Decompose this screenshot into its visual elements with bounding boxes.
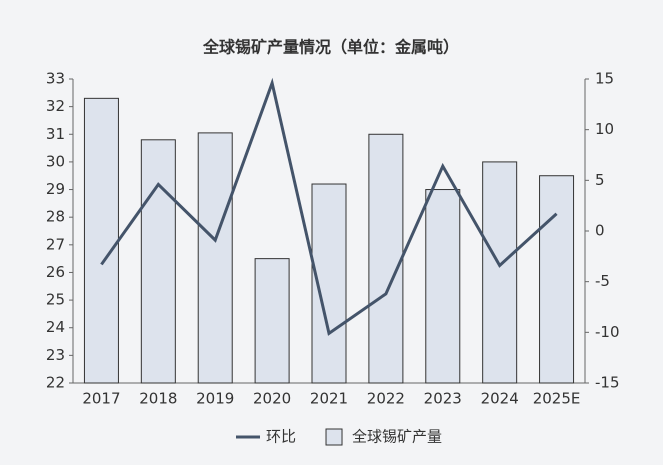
bar (425, 189, 461, 384)
chart-title: 全球锡矿产量情况（单位：金属吨） (202, 38, 459, 57)
bar (140, 139, 176, 384)
x-tick-label: 2020 (253, 390, 291, 408)
y2-tick-label: -15 (595, 374, 620, 392)
legend-label: 环比 (266, 428, 296, 446)
x-tick-label: 2022 (367, 390, 405, 408)
y2-tick-label: 5 (595, 171, 605, 189)
x-tick-label: 2021 (310, 390, 348, 408)
y-tick-label: 24 (46, 318, 65, 336)
y-tick-label: 31 (46, 125, 65, 143)
bar (482, 161, 518, 384)
y2-tick-label: -5 (595, 272, 610, 290)
bar (368, 133, 404, 384)
x-tick-label: 2019 (196, 390, 234, 408)
x-tick-label: 2023 (424, 390, 462, 408)
y2-tick-label: 0 (595, 222, 605, 240)
y-tick-label: 25 (46, 291, 65, 309)
y-tick-label: 22 (46, 374, 65, 392)
y-tick-label: 28 (46, 208, 65, 226)
line (100, 77, 558, 336)
y2-tick-label: -10 (595, 323, 620, 341)
bar (197, 132, 233, 384)
bar (254, 258, 290, 384)
y2-tick-label: 15 (595, 70, 614, 88)
bar (83, 97, 119, 384)
y-tick-label: 27 (46, 235, 65, 253)
y2-tick-label: 10 (595, 120, 614, 138)
y-tick-label: 32 (46, 97, 65, 115)
y-tick-label: 23 (46, 346, 65, 364)
y-tick-label: 26 (46, 263, 65, 281)
x-tick-label: 2025E (533, 390, 581, 408)
x-tick-label: 2017 (82, 390, 120, 408)
x-tick-label: 2018 (139, 390, 177, 408)
y-tick-label: 33 (46, 70, 65, 88)
y-tick-label: 30 (46, 152, 65, 170)
y-tick-label: 29 (46, 180, 65, 198)
x-tick-label: 2024 (481, 390, 519, 408)
legend-label: 全球锡矿产量 (352, 428, 442, 446)
bar (539, 175, 575, 384)
legend-swatch (325, 428, 343, 446)
